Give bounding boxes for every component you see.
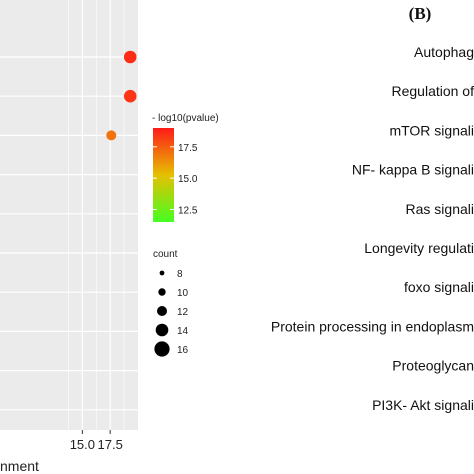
data-point-2 <box>123 89 137 103</box>
size-legend-label: 14 <box>177 326 189 337</box>
size-legend-dot <box>157 306 167 316</box>
term-label: foxo signali <box>404 279 474 295</box>
size-legend-dot <box>159 270 165 276</box>
size-legend-label: 8 <box>177 269 183 280</box>
plot-points <box>106 50 137 141</box>
size-legend-label: 10 <box>177 288 189 299</box>
size-legend-label: 12 <box>177 307 189 318</box>
plot-grid <box>0 0 138 430</box>
panel-b-label: (B) <box>409 4 432 23</box>
term-label: Proteoglycan <box>392 358 474 374</box>
size-legend-label: 16 <box>177 345 189 356</box>
size-legend-title: count <box>153 249 178 260</box>
color-legend-ticks: 17.5 15.0 12.5 <box>153 143 198 216</box>
color-legend-title: - log10(pvalue) <box>152 113 219 124</box>
term-label: NF- kappa B signali <box>352 162 474 178</box>
data-point-1 <box>123 50 137 64</box>
size-legend-dot <box>158 288 166 296</box>
plot-panel-background <box>0 0 138 430</box>
term-label: Autophag <box>414 44 474 60</box>
color-legend-tick-label: 12.5 <box>178 205 198 216</box>
x-tick-label: 17.5 <box>98 437 123 452</box>
term-label: Longevity regulati <box>364 240 474 256</box>
term-label: Regulation of <box>391 83 474 99</box>
term-label: Ras signali <box>406 201 474 217</box>
term-label: Protein processing in endoplasm <box>271 318 474 334</box>
size-legend-dot <box>155 323 169 337</box>
color-legend-bar <box>153 128 174 222</box>
panel-b-terms: Autophag Regulation of mTOR signali NF- kap… <box>271 44 474 413</box>
color-legend-tick-label: 15.0 <box>178 174 198 185</box>
term-label: PI3K- Akt signali <box>372 397 474 413</box>
term-label: mTOR signali <box>389 122 474 138</box>
x-tick-label: 15.0 <box>70 437 95 452</box>
size-legend-items: 8 10 12 14 16 <box>154 269 189 357</box>
data-point-3 <box>106 130 117 141</box>
x-axis-ticks: 15.0 17.5 <box>70 430 123 452</box>
size-legend-dot <box>154 341 170 357</box>
x-axis-label: nment <box>0 458 39 474</box>
color-legend-tick-label: 17.5 <box>178 143 198 154</box>
